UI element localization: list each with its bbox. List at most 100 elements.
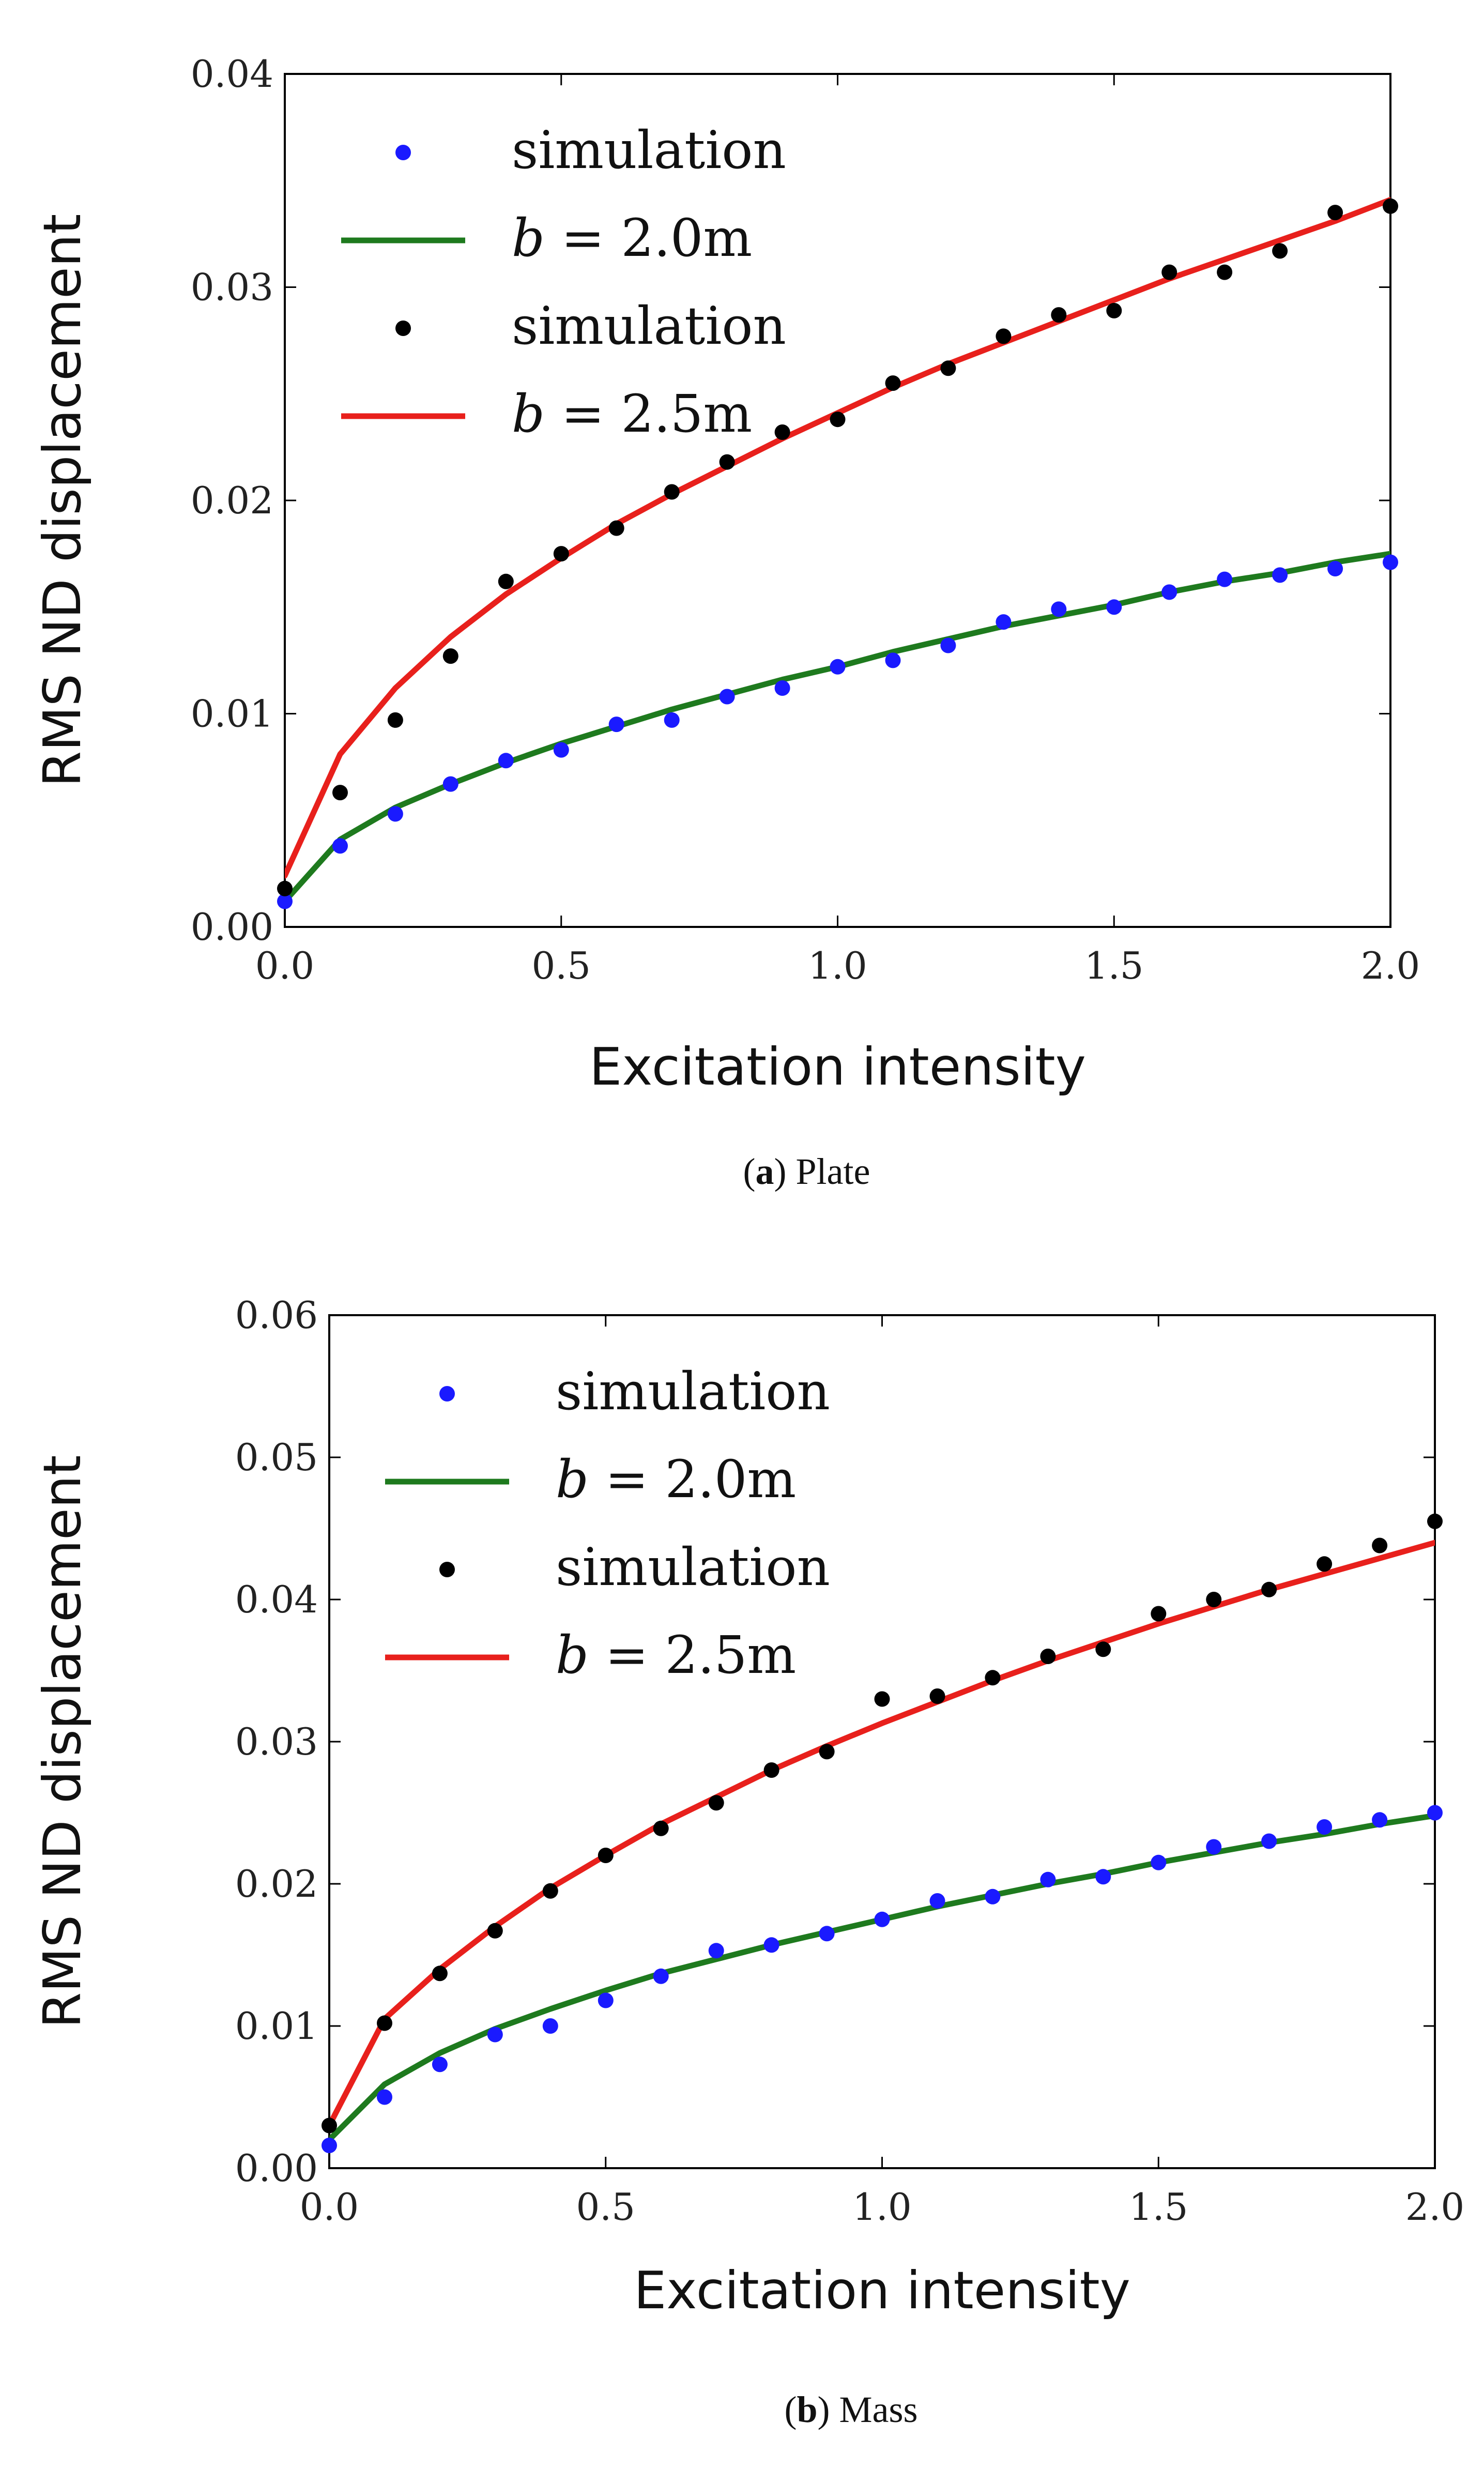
scatter-point-2 bbox=[1151, 1606, 1167, 1622]
x-tick-label: 1.5 bbox=[1129, 2185, 1188, 2229]
scatter-point-0 bbox=[929, 1893, 945, 1909]
scatter-point-2 bbox=[1372, 1537, 1388, 1553]
scatter-point-2 bbox=[1327, 205, 1343, 221]
y-tick-label: 0.04 bbox=[191, 52, 273, 96]
panel-caption: (a) Plate bbox=[743, 1151, 870, 1192]
y-tick-label: 0.02 bbox=[191, 479, 273, 522]
scatter-point-2 bbox=[432, 1966, 448, 1982]
scatter-point-2 bbox=[1383, 198, 1398, 214]
scatter-point-2 bbox=[1106, 302, 1122, 318]
scatter-point-0 bbox=[1151, 1854, 1167, 1870]
scatter-point-0 bbox=[498, 753, 514, 769]
scatter-point-0 bbox=[1427, 1805, 1443, 1821]
y-axis-label: RMS ND displacement bbox=[32, 1455, 93, 2029]
scatter-point-2 bbox=[929, 1688, 945, 1704]
scatter-point-2 bbox=[553, 546, 569, 562]
scatter-point-0 bbox=[608, 717, 624, 733]
scatter-point-0 bbox=[664, 712, 680, 728]
series-line-3 bbox=[285, 196, 1390, 879]
scatter-point-0 bbox=[1383, 554, 1398, 570]
legend-label: simulation bbox=[556, 1361, 830, 1422]
scatter-point-2 bbox=[653, 1820, 669, 1836]
y-tick-label: 0.06 bbox=[235, 1293, 318, 1337]
scatter-point-0 bbox=[598, 1992, 614, 2008]
scatter-point-0 bbox=[1161, 584, 1177, 600]
legend-label: simulation bbox=[512, 296, 786, 356]
scatter-point-0 bbox=[1261, 1833, 1277, 1849]
scatter-point-2 bbox=[819, 1744, 835, 1760]
legend-label: simulation bbox=[512, 120, 786, 180]
legend-marker bbox=[439, 1562, 455, 1577]
y-tick-label: 0.01 bbox=[235, 2004, 318, 2048]
scatter-point-0 bbox=[1106, 599, 1122, 615]
scatter-point-2 bbox=[885, 375, 901, 391]
scatter-point-0 bbox=[1317, 1819, 1333, 1835]
x-axis-label: Excitation intensity bbox=[589, 1037, 1086, 1097]
y-tick-label: 0.05 bbox=[235, 1436, 318, 1479]
x-tick-label: 2.0 bbox=[1361, 944, 1420, 987]
x-tick-label: 0.0 bbox=[255, 944, 315, 987]
scatter-point-2 bbox=[498, 573, 514, 589]
scatter-point-0 bbox=[985, 1888, 1001, 1905]
x-tick-label: 2.0 bbox=[1405, 2185, 1465, 2229]
series-line-1 bbox=[329, 1812, 1435, 2143]
scatter-point-2 bbox=[708, 1795, 724, 1811]
scatter-point-0 bbox=[1095, 1869, 1111, 1885]
y-tick-label: 0.01 bbox=[191, 692, 273, 736]
x-tick-label: 0.5 bbox=[531, 944, 591, 987]
scatter-point-0 bbox=[940, 637, 956, 653]
y-tick-label: 0.00 bbox=[235, 2146, 318, 2190]
scatter-point-0 bbox=[774, 680, 790, 696]
scatter-point-2 bbox=[598, 1848, 614, 1863]
scatter-point-2 bbox=[608, 520, 624, 536]
scatter-point-2 bbox=[664, 484, 680, 500]
scatter-point-0 bbox=[377, 2089, 392, 2105]
scatter-point-2 bbox=[1161, 264, 1177, 280]
x-tick-label: 1.5 bbox=[1084, 944, 1144, 987]
chart-panel-a: 0.0 0.5 1.0 1.5 2.0 0.00 0.01 0.02 0.03 0.04 Excit… bbox=[32, 52, 1420, 1192]
scatter-point-2 bbox=[1317, 1556, 1333, 1572]
legend-label: b = 2.0m bbox=[512, 208, 752, 268]
scatter-point-2 bbox=[1095, 1641, 1111, 1657]
legend-label: b = 2.0m bbox=[556, 1449, 796, 1510]
scatter-point-2 bbox=[874, 1691, 890, 1707]
scatter-point-0 bbox=[996, 614, 1012, 630]
legend-label: b = 2.5m bbox=[512, 384, 752, 444]
scatter-point-2 bbox=[763, 1762, 779, 1778]
legend-label: simulation bbox=[556, 1537, 830, 1597]
scatter-point-2 bbox=[387, 712, 403, 728]
scatter-point-0 bbox=[1217, 571, 1233, 587]
series-line-3 bbox=[329, 1540, 1435, 2128]
scatter-point-0 bbox=[653, 1968, 669, 1984]
scatter-point-2 bbox=[442, 648, 458, 664]
scatter-point-2 bbox=[1040, 1649, 1056, 1664]
panel-caption: (b) Mass bbox=[784, 2389, 917, 2430]
scatter-point-2 bbox=[277, 880, 293, 896]
scatter-point-2 bbox=[1261, 1581, 1277, 1597]
scatter-point-2 bbox=[1272, 243, 1288, 259]
scatter-point-0 bbox=[885, 652, 901, 668]
scatter-point-0 bbox=[1206, 1839, 1222, 1855]
scatter-point-2 bbox=[830, 412, 846, 428]
scatter-point-0 bbox=[763, 1937, 779, 1953]
scatter-point-2 bbox=[985, 1670, 1001, 1686]
scatter-point-2 bbox=[377, 2015, 392, 2031]
legend-marker bbox=[439, 1386, 455, 1402]
scatter-point-2 bbox=[719, 454, 735, 470]
scatter-point-0 bbox=[719, 689, 735, 705]
scatter-point-2 bbox=[542, 1883, 558, 1899]
scatter-point-2 bbox=[487, 1923, 503, 1939]
scatter-point-0 bbox=[1372, 1812, 1388, 1828]
scatter-point-0 bbox=[277, 893, 293, 909]
scatter-point-0 bbox=[553, 742, 569, 758]
x-axis-label: Excitation intensity bbox=[634, 2260, 1130, 2321]
scatter-point-2 bbox=[774, 424, 790, 440]
y-axis-label: RMS ND displacement bbox=[32, 214, 93, 787]
x-tick-label: 0.0 bbox=[300, 2185, 359, 2229]
scatter-point-0 bbox=[332, 838, 348, 854]
scatter-point-0 bbox=[487, 2027, 503, 2043]
legend-label: b = 2.5m bbox=[556, 1625, 796, 1685]
y-tick-label: 0.03 bbox=[235, 1720, 318, 1763]
scatter-point-0 bbox=[542, 2018, 558, 2034]
